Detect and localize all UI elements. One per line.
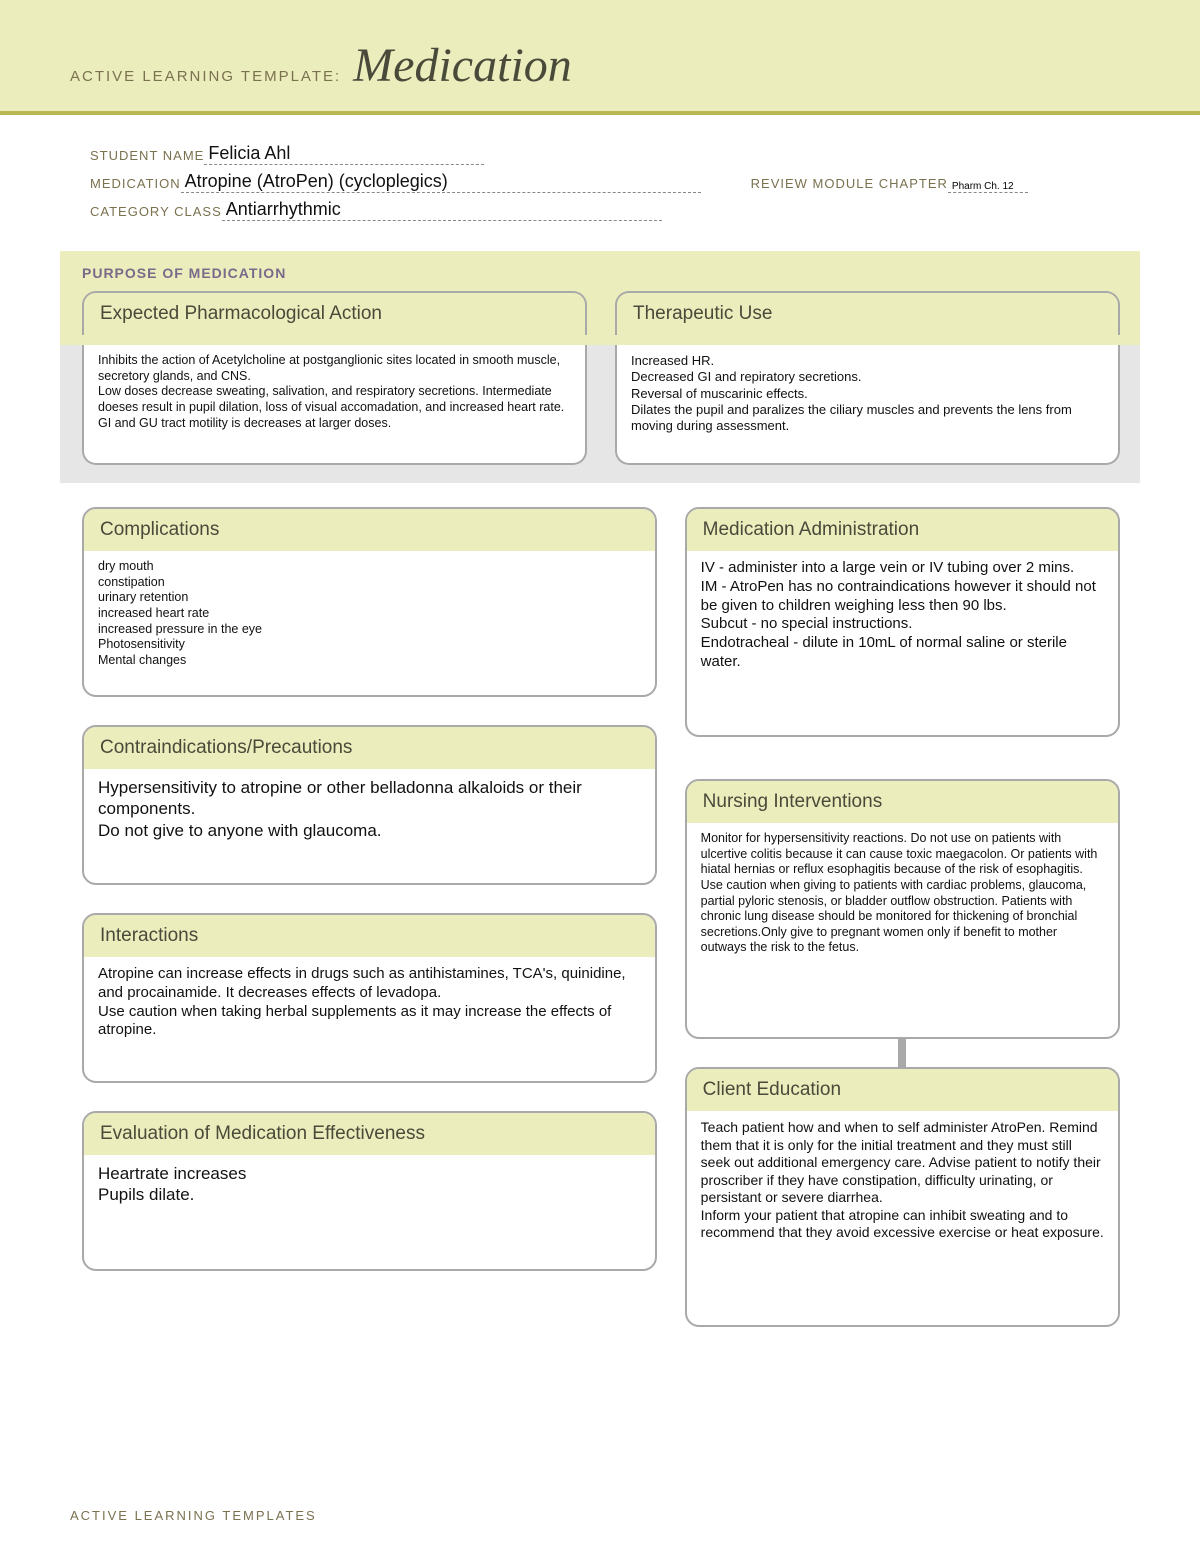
pharm-action-title: Expected Pharmacological Action — [84, 293, 585, 335]
page: ACTIVE LEARNING TEMPLATE: Medication STU… — [0, 0, 1200, 1553]
template-title: Medication — [353, 38, 572, 93]
main-grid: Complications dry mouth constipation uri… — [0, 483, 1200, 1347]
education-title: Client Education — [687, 1069, 1118, 1111]
evaluation-body: Heartrate increases Pupils dilate. — [84, 1155, 655, 1269]
complications-title: Complications — [84, 509, 655, 551]
education-box: Client Education Teach patient how and w… — [685, 1067, 1120, 1327]
education-body: Teach patient how and when to self admin… — [687, 1111, 1118, 1325]
administration-box: Medication Administration IV - administe… — [685, 507, 1120, 737]
medication-value: Atropine (AtroPen) (cycloplegics) — [181, 171, 701, 193]
interactions-title: Interactions — [84, 915, 655, 957]
contraindications-box: Contraindications/Precautions Hypersensi… — [82, 725, 657, 885]
student-name-value: Felicia Ahl — [204, 143, 484, 165]
category-label: CATEGORY CLASS — [90, 204, 222, 221]
pharm-action-box-top: Expected Pharmacological Action — [82, 291, 587, 335]
right-column: Medication Administration IV - administe… — [685, 507, 1120, 1327]
review-label: REVIEW MODULE CHAPTER — [751, 176, 948, 193]
evaluation-title: Evaluation of Medication Effectiveness — [84, 1113, 655, 1155]
category-value: Antiarrhythmic — [222, 199, 662, 221]
complications-box: Complications dry mouth constipation uri… — [82, 507, 657, 697]
therapeutic-box-top: Therapeutic Use — [615, 291, 1120, 335]
contraindications-body: Hypersensitivity to atropine or other be… — [84, 769, 655, 883]
complications-body: dry mouth constipation urinary retention… — [84, 551, 655, 695]
nursing-title: Nursing Interventions — [687, 781, 1118, 823]
header-band: ACTIVE LEARNING TEMPLATE: Medication — [0, 0, 1200, 115]
nursing-box: Nursing Interventions Monitor for hypers… — [685, 779, 1120, 1039]
fields-block: STUDENT NAME Felicia Ahl MEDICATION Atro… — [0, 115, 1200, 237]
template-label: ACTIVE LEARNING TEMPLATE: — [70, 68, 341, 85]
review-value: Pharm Ch. 12 — [948, 181, 1028, 193]
administration-title: Medication Administration — [687, 509, 1118, 551]
connector-line — [898, 1039, 906, 1067]
purpose-band: PURPOSE OF MEDICATION Expected Pharmacol… — [60, 251, 1140, 345]
therapeutic-box: Increased HR. Decreased GI and repirator… — [615, 345, 1120, 465]
purpose-title: PURPOSE OF MEDICATION — [82, 265, 1120, 281]
evaluation-box: Evaluation of Medication Effectiveness H… — [82, 1111, 657, 1271]
gray-band: Inhibits the action of Acetylcholine at … — [60, 345, 1140, 483]
footer-text: ACTIVE LEARNING TEMPLATES — [70, 1508, 317, 1523]
interactions-body: Atropine can increase effects in drugs s… — [84, 957, 655, 1081]
student-name-label: STUDENT NAME — [90, 148, 204, 165]
pharm-action-body: Inhibits the action of Acetylcholine at … — [84, 345, 585, 463]
therapeutic-body: Increased HR. Decreased GI and repirator… — [617, 345, 1118, 463]
spacer — [685, 737, 1120, 779]
pharm-action-box: Inhibits the action of Acetylcholine at … — [82, 345, 587, 465]
contraindications-title: Contraindications/Precautions — [84, 727, 655, 769]
medication-label: MEDICATION — [90, 176, 181, 193]
administration-body: IV - administer into a large vein or IV … — [687, 551, 1118, 735]
nursing-body: Monitor for hypersensitivity reactions. … — [687, 823, 1118, 1037]
interactions-box: Interactions Atropine can increase effec… — [82, 913, 657, 1083]
left-column: Complications dry mouth constipation uri… — [82, 507, 657, 1327]
therapeutic-title: Therapeutic Use — [617, 293, 1118, 335]
